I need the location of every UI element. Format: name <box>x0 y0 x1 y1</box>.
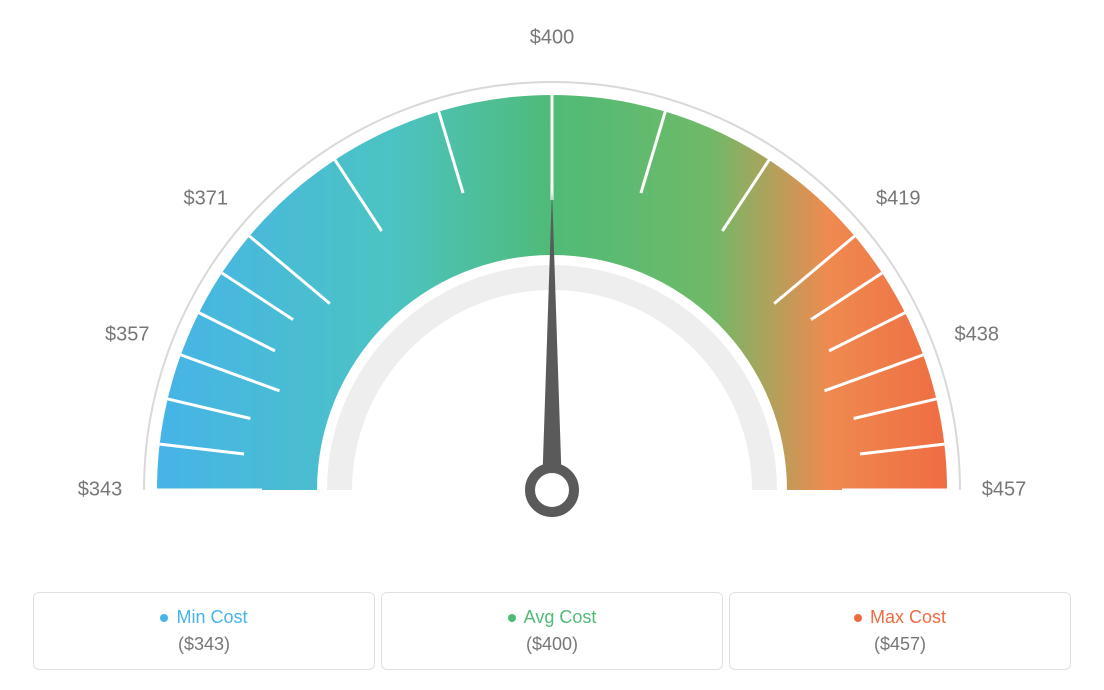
gauge-svg <box>0 0 1104 560</box>
legend-avg: Avg Cost ($400) <box>381 592 723 670</box>
gauge-chart-container: $343 $357 $371 $400 $419 $438 $457 Min Cost ($… <box>0 0 1104 690</box>
gauge-tick-label: $357 <box>105 324 150 347</box>
legend-max-value: ($457) <box>874 634 926 655</box>
gauge-tick-label: $438 <box>954 324 999 347</box>
legend-min-dot <box>160 614 168 622</box>
legend-min: Min Cost ($343) <box>33 592 375 670</box>
legend-max-dot <box>854 614 862 622</box>
legend-avg-title: Avg Cost <box>508 607 597 628</box>
legend-avg-dot <box>508 614 516 622</box>
legend-min-title: Min Cost <box>160 607 247 628</box>
legend-max-label: Max Cost <box>870 607 946 628</box>
gauge-tick-label: $343 <box>78 479 123 502</box>
legend-max: Max Cost ($457) <box>729 592 1071 670</box>
legend-avg-label: Avg Cost <box>524 607 597 628</box>
gauge-tick-label: $457 <box>982 479 1027 502</box>
legend-avg-value: ($400) <box>526 634 578 655</box>
legend-area: Min Cost ($343) Avg Cost ($400) Max Cost… <box>0 592 1104 670</box>
gauge-tick-label: $371 <box>183 188 228 211</box>
legend-min-value: ($343) <box>178 634 230 655</box>
legend-min-label: Min Cost <box>176 607 247 628</box>
legend-max-title: Max Cost <box>854 607 946 628</box>
gauge-tick-label: $400 <box>530 27 575 50</box>
gauge-tick-label: $419 <box>876 188 921 211</box>
gauge-area: $343 $357 $371 $400 $419 $438 $457 <box>0 0 1104 560</box>
